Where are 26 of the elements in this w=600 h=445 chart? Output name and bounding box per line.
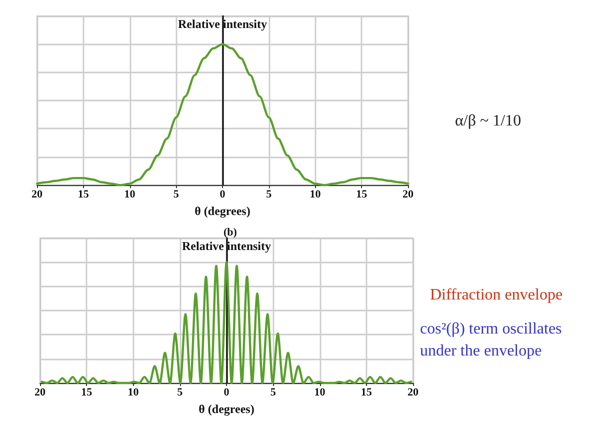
x-tick-label: 5 [270,386,276,398]
x-tick-label: 10 [314,386,326,398]
y-axis-title: Relative intensity [182,239,271,253]
x-tick-label: 15 [78,188,90,201]
x-tick-label: 0 [220,188,226,201]
text: Diffraction envelope [430,286,563,304]
x-tick-label: 15 [81,386,93,398]
text: α/β ~ 1/10 [455,112,522,130]
chart-title: (b) [224,226,238,238]
x-tick-label: 20 [34,386,46,398]
x-axis-title: θ (degrees) [194,204,250,218]
x-tick-label: 0 [224,386,230,398]
x-tick-label: 5 [177,386,184,398]
x-axis-title: θ (degrees) [198,402,254,416]
x-tick-label: 15 [360,386,372,398]
x-tick-label: 10 [128,386,140,398]
x-tick-label: 20 [408,386,419,398]
text: cos²(β) term oscillates under the envelope [420,320,566,360]
x-tick-label: 5 [173,188,180,201]
x-tick-label: 5 [266,188,272,201]
y-axis-title: Relative intensity [178,17,267,31]
x-tick-label: 10 [310,188,322,201]
x-tick-label: 15 [356,188,368,201]
x-tick-label: 20 [32,188,43,201]
x-tick-label: 20 [402,188,414,201]
x-tick-label: 10 [124,188,136,201]
